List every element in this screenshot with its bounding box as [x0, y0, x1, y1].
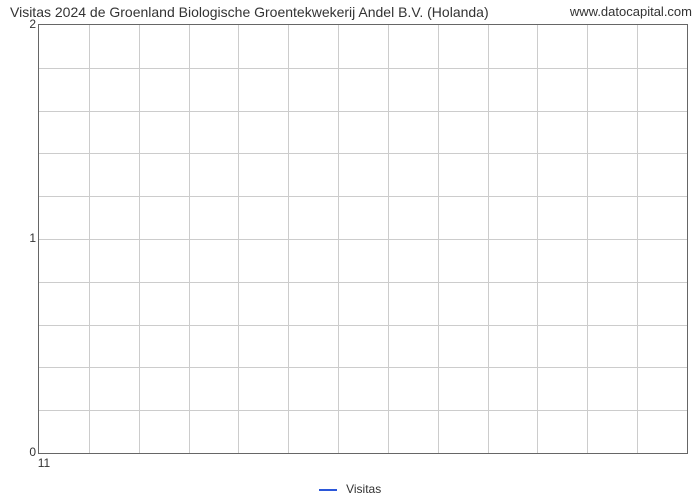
plot-area	[38, 24, 688, 454]
gridline-horizontal	[39, 153, 687, 154]
gridline-horizontal	[39, 239, 687, 240]
gridline-vertical	[587, 25, 588, 453]
gridline-horizontal	[39, 282, 687, 283]
gridline-horizontal	[39, 325, 687, 326]
watermark-text: www.datocapital.com	[570, 4, 692, 19]
y-tick-label: 1	[22, 231, 36, 245]
y-tick-label: 0	[22, 445, 36, 459]
gridline-vertical	[89, 25, 90, 453]
gridline-vertical	[338, 25, 339, 453]
gridline-vertical	[238, 25, 239, 453]
y-tick-label: 2	[22, 17, 36, 31]
gridline-vertical	[139, 25, 140, 453]
gridline-vertical	[637, 25, 638, 453]
legend-label: Visitas	[346, 482, 381, 496]
gridline-horizontal	[39, 410, 687, 411]
gridline-horizontal	[39, 367, 687, 368]
gridline-vertical	[438, 25, 439, 453]
gridline-vertical	[537, 25, 538, 453]
chart-title: Visitas 2024 de Groenland Biologische Gr…	[10, 4, 489, 20]
gridline-horizontal	[39, 68, 687, 69]
gridline-vertical	[288, 25, 289, 453]
legend: Visitas	[0, 482, 700, 496]
gridline-vertical	[189, 25, 190, 453]
gridline-vertical	[388, 25, 389, 453]
gridline-horizontal	[39, 111, 687, 112]
legend-swatch	[319, 489, 337, 491]
gridline-horizontal	[39, 196, 687, 197]
x-tick-label: 11	[38, 456, 50, 470]
gridline-vertical	[488, 25, 489, 453]
